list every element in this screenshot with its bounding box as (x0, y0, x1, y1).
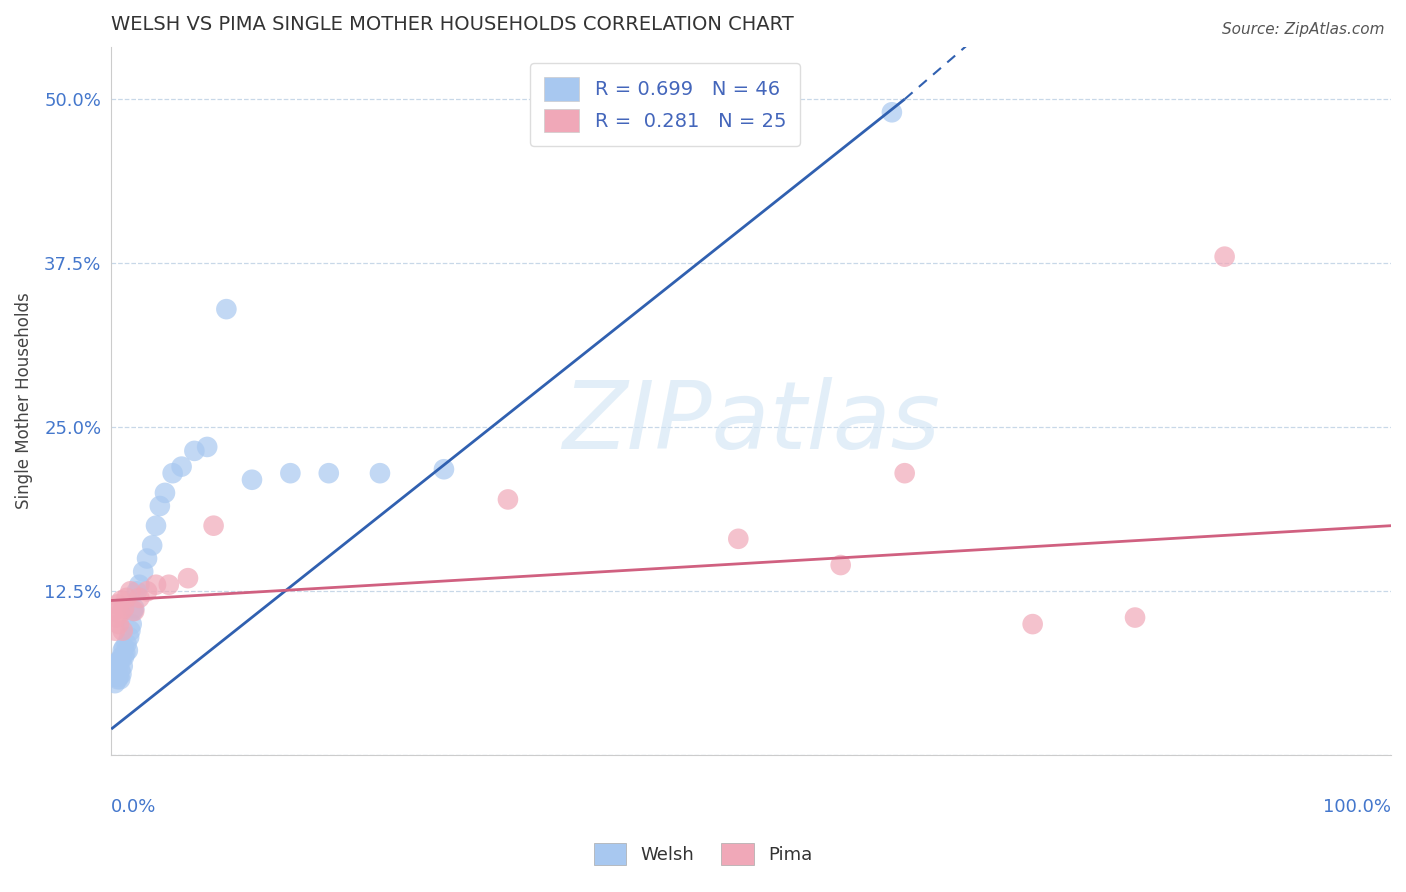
Point (112, 601, 135, 615)
Point (136, 584, 159, 599)
Point (120, 624, 142, 638)
Point (111, 643, 134, 657)
Point (893, 466, 915, 480)
Point (128, 591, 150, 605)
Point (108, 654, 131, 668)
Point (115, 591, 138, 605)
Point (1021, 617, 1043, 632)
Point (118, 630, 141, 644)
Point (110, 649, 132, 664)
Point (195, 440, 218, 454)
Point (107, 667, 129, 681)
Point (107, 598, 129, 612)
Point (105, 610, 128, 624)
Text: 100.0%: 100.0% (1323, 797, 1391, 816)
Point (110, 593, 132, 607)
Point (122, 604, 145, 618)
Point (433, 462, 456, 476)
Point (122, 601, 145, 615)
Point (104, 663, 127, 677)
Point (1123, 610, 1146, 624)
Point (128, 578, 150, 592)
Point (114, 646, 136, 660)
Point (177, 571, 200, 585)
Point (215, 302, 238, 317)
Point (105, 657, 128, 671)
Point (145, 518, 167, 533)
Text: ZIPatlas: ZIPatlas (562, 376, 941, 467)
Point (280, 466, 302, 480)
Point (104, 676, 127, 690)
Point (202, 518, 225, 533)
Point (103, 604, 125, 618)
Point (122, 604, 145, 618)
Point (136, 551, 159, 566)
Point (830, 558, 852, 572)
Point (108, 670, 131, 684)
Point (117, 643, 139, 657)
Point (107, 659, 129, 673)
Point (112, 640, 135, 655)
Legend: R = 0.699   N = 46, R =  0.281   N = 25: R = 0.699 N = 46, R = 0.281 N = 25 (530, 63, 800, 146)
Y-axis label: Single Mother Households: Single Mother Households (15, 293, 32, 509)
Point (111, 659, 134, 673)
Point (149, 499, 172, 513)
Point (120, 584, 142, 599)
Point (880, 105, 903, 120)
Text: Source: ZipAtlas.com: Source: ZipAtlas.com (1222, 22, 1385, 37)
Point (108, 654, 131, 668)
Point (115, 637, 138, 651)
Point (108, 663, 131, 677)
Point (368, 466, 391, 480)
Point (157, 578, 180, 592)
Point (162, 466, 184, 480)
Point (153, 486, 176, 500)
Point (103, 670, 125, 684)
Point (107, 672, 129, 686)
Text: WELSH VS PIMA SINGLE MOTHER HOUSEHOLDS CORRELATION CHART: WELSH VS PIMA SINGLE MOTHER HOUSEHOLDS C… (111, 15, 794, 34)
Point (111, 624, 134, 638)
Point (318, 466, 340, 480)
Point (110, 667, 132, 681)
Point (727, 532, 749, 546)
Point (121, 617, 143, 632)
Point (170, 459, 193, 474)
Point (108, 607, 131, 621)
Point (132, 565, 155, 579)
Point (240, 473, 263, 487)
Point (105, 670, 128, 684)
Point (108, 672, 131, 686)
Point (1213, 250, 1236, 264)
Point (125, 584, 148, 599)
Point (496, 492, 519, 507)
Text: 0.0%: 0.0% (111, 797, 156, 816)
Legend: Welsh, Pima: Welsh, Pima (585, 834, 821, 874)
Point (112, 649, 135, 664)
Point (183, 443, 205, 458)
Point (141, 538, 163, 552)
Point (145, 578, 167, 592)
Point (104, 624, 127, 638)
Point (108, 617, 131, 632)
